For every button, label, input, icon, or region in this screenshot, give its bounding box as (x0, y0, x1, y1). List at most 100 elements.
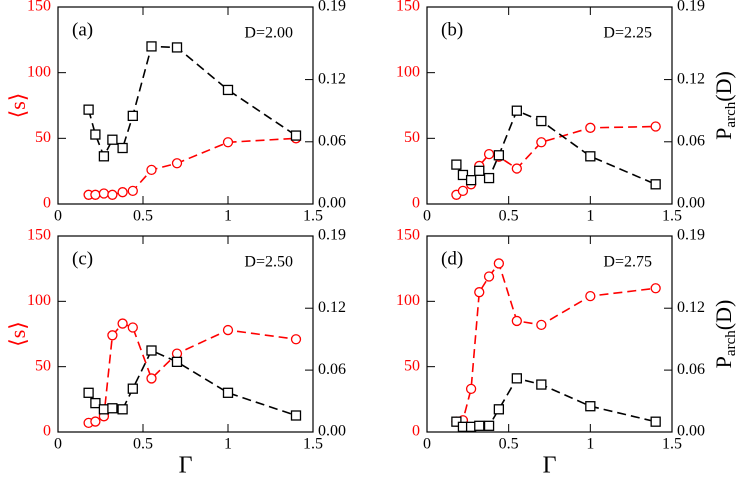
panel-label: D=2.75 (603, 254, 652, 271)
square-marker (222, 84, 234, 96)
y2-label-base: P (711, 356, 736, 368)
square-marker (483, 420, 495, 431)
y-axis-label: ⟨s⟩ (5, 321, 30, 347)
circle-marker (117, 187, 128, 198)
y-tick-label: 0 (412, 195, 420, 212)
y-tick-label: 100 (396, 63, 420, 80)
square-marker (474, 420, 485, 431)
square-marker (127, 110, 138, 122)
x-axis-label: Γ (543, 453, 557, 479)
y2-label-tail: (D) (711, 300, 736, 331)
square-marker (83, 387, 94, 398)
circle-marker (127, 322, 138, 333)
y2-tick-label: 0.00 (677, 423, 705, 440)
x-tick-label: 0 (54, 436, 62, 453)
square-marker (511, 373, 522, 384)
x-tick-label: 0 (423, 208, 431, 225)
y2-tick-label: 0.06 (318, 132, 346, 149)
circle-marker (90, 416, 101, 427)
y2-tick-label: 0.19 (318, 227, 346, 244)
square-marker (222, 387, 234, 398)
circle-marker (483, 271, 495, 282)
circle-marker (171, 158, 183, 169)
circle-marker (457, 185, 469, 197)
y-axis-label: ⟨s⟩ (5, 93, 30, 119)
square-marker (290, 130, 302, 141)
y2-tick-label: 0.06 (677, 132, 705, 149)
series-line (88, 322, 297, 424)
square-marker (290, 410, 302, 421)
y2-label-base: P (711, 128, 736, 140)
y-tick-label: 0 (412, 423, 420, 440)
circle-marker (98, 188, 110, 199)
y-tick-label: 100 (27, 63, 51, 80)
series-line (455, 125, 656, 196)
panel-annotation: (b) (441, 19, 463, 40)
y-tick-label: 0 (43, 195, 51, 212)
y2-label-sub: arch (723, 101, 739, 127)
square-marker (107, 403, 118, 414)
series-line (455, 377, 656, 428)
x-tick-label: 0.5 (133, 436, 153, 453)
circle-marker (493, 258, 505, 269)
square-marker (536, 379, 547, 390)
x-tick-label: 1 (224, 436, 232, 453)
plot-frame (426, 6, 673, 205)
circle-marker (222, 324, 234, 336)
x-tick-label: 0.5 (499, 436, 519, 453)
circle-marker (90, 189, 101, 200)
y2-tick-label: 0.19 (677, 227, 705, 244)
square-marker (171, 356, 183, 368)
circle-marker (536, 137, 547, 148)
y2-tick-label: 0.12 (318, 299, 346, 316)
series-line (87, 45, 297, 159)
square-marker (536, 115, 547, 127)
square-marker (483, 172, 495, 184)
circle-marker (107, 330, 118, 341)
y2-label-tail: (D) (711, 71, 736, 102)
square-marker (474, 165, 485, 176)
x-tick-label: 1.5 (303, 208, 323, 225)
x-axis-label: Γ (179, 453, 193, 479)
square-marker (493, 150, 505, 161)
circle-marker (127, 185, 138, 197)
square-marker (127, 383, 138, 394)
panel-annotation: (a) (72, 19, 93, 40)
panel-label: D=2.50 (244, 254, 293, 271)
x-tick-label: 0.5 (133, 208, 153, 225)
square-marker (146, 41, 157, 52)
square-marker (98, 151, 110, 162)
y-tick-label: 150 (396, 0, 420, 15)
square-marker (83, 104, 94, 115)
square-marker (171, 42, 183, 53)
y2-tick-label: 0.12 (677, 70, 705, 87)
circle-marker (650, 121, 661, 132)
panel-label: D=2.25 (603, 25, 652, 42)
y2-tick-label: 0.06 (677, 361, 705, 378)
y2-tick-label: 0.00 (677, 195, 705, 212)
x-tick-label: 1.5 (303, 436, 323, 453)
square-marker (465, 175, 477, 186)
circle-marker (146, 373, 157, 384)
square-marker (90, 397, 101, 409)
y-tick-label: 150 (27, 0, 51, 15)
y-tick-label: 100 (27, 292, 51, 309)
square-marker (90, 129, 101, 140)
circle-marker (650, 283, 661, 294)
square-marker (457, 169, 469, 181)
y2-tick-label: 0.12 (318, 70, 346, 87)
y-tick-label: 50 (404, 357, 420, 374)
x-tick-label: 0.5 (499, 208, 519, 225)
plot-frame (57, 235, 314, 433)
plot-frame (426, 235, 673, 433)
square-marker (585, 401, 596, 412)
square-marker (146, 345, 157, 356)
y2-label-sub: arch (723, 330, 739, 356)
y-tick-label: 50 (404, 129, 420, 146)
square-marker (107, 134, 118, 145)
circle-marker (290, 334, 302, 345)
y-tick-label: 50 (35, 357, 51, 374)
y2-axis-label: Parch(D) (711, 300, 739, 369)
x-tick-label: 1 (224, 208, 232, 225)
